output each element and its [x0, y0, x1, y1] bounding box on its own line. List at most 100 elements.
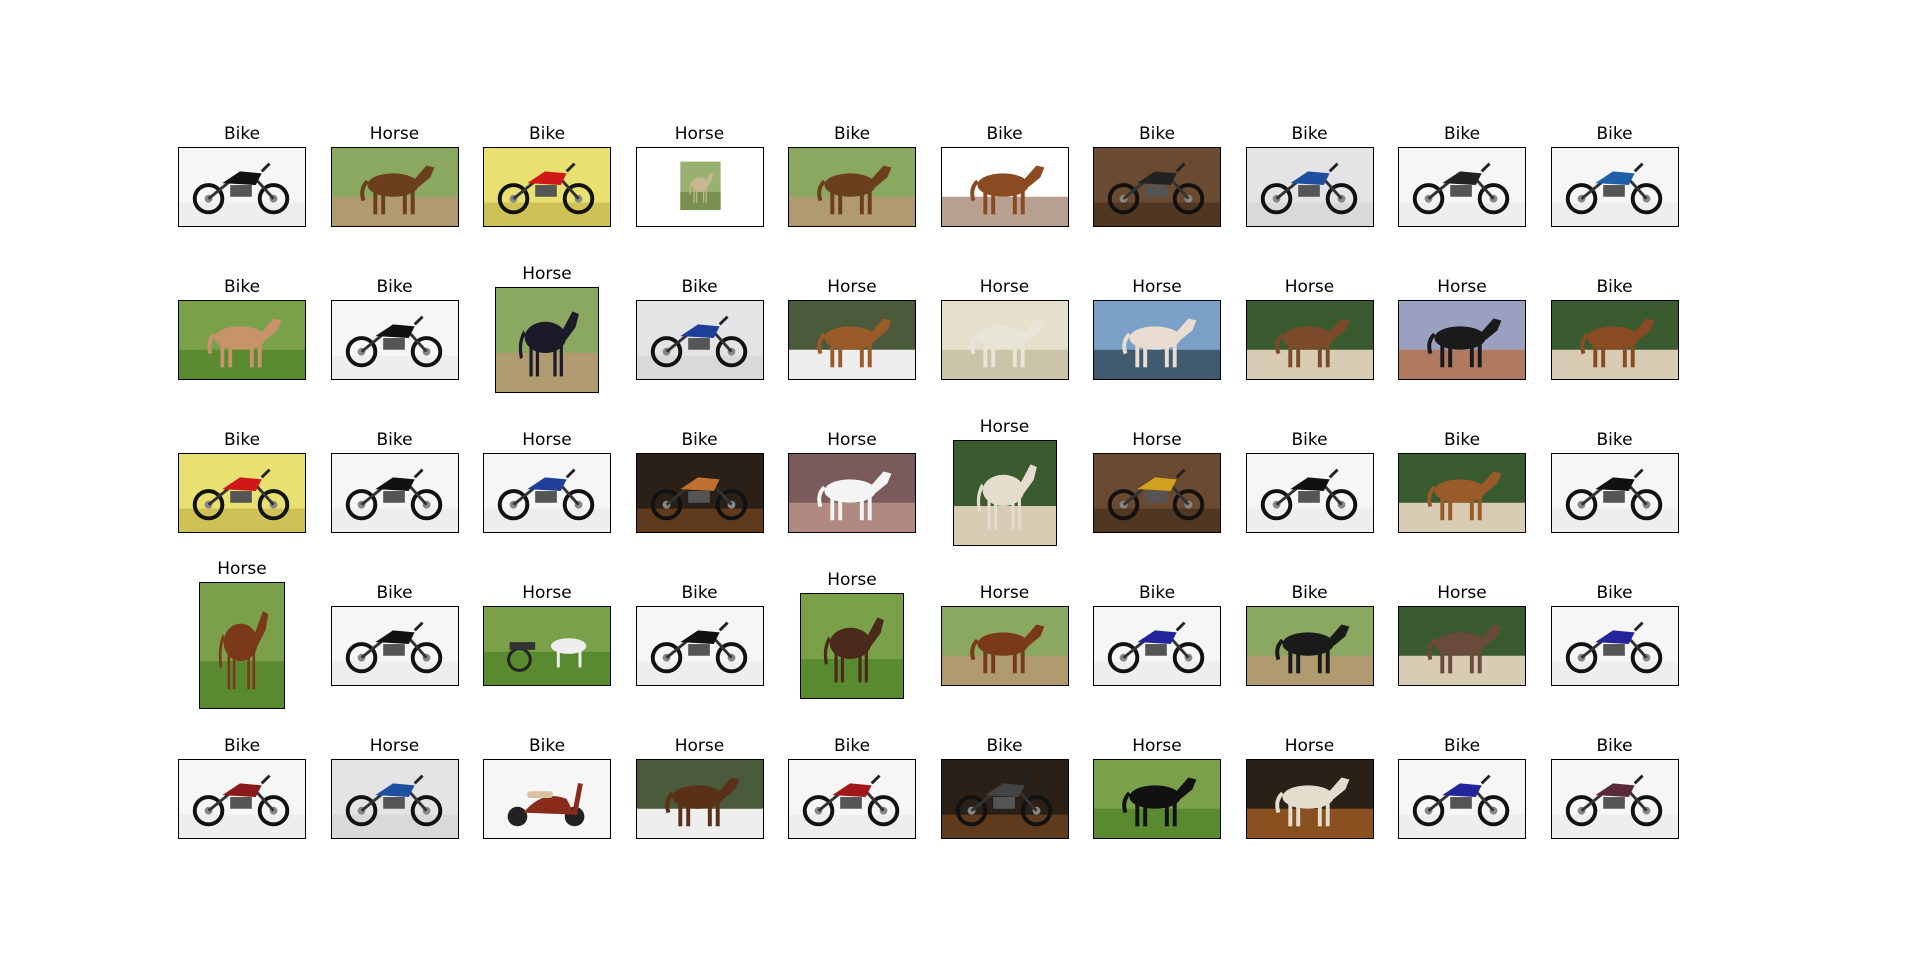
grid-cell: Bike [1387, 406, 1537, 556]
image-label: Horse [1132, 276, 1182, 297]
image-label: Bike [376, 429, 413, 450]
image-label: Bike [1596, 123, 1633, 144]
grid-cell: Horse [1387, 253, 1537, 403]
horse-thumbnail [788, 146, 916, 227]
horse-thumbnail [1398, 299, 1526, 380]
grid-cell: Bike [625, 406, 775, 556]
image-label: Horse [1437, 276, 1487, 297]
grid-cell: Bike [320, 559, 470, 709]
horse-thumbnail [1398, 605, 1526, 686]
bike-thumbnail [940, 758, 1069, 839]
horse-picture [789, 300, 915, 379]
bike-picture [1551, 453, 1678, 532]
scooter-thumbnail [483, 758, 611, 839]
grid-cell: Bike [320, 406, 470, 556]
horse-thumbnail [788, 452, 916, 533]
grid-cell: Bike [1387, 100, 1537, 250]
image-label: Bike [1291, 123, 1328, 144]
grid-cell: Horse [1082, 406, 1232, 556]
image-label: Bike [1138, 123, 1176, 144]
bike-picture [1551, 606, 1678, 685]
grid-cell: Bike [1540, 100, 1690, 250]
bike-thumbnail [1550, 452, 1679, 533]
bike-picture [1399, 759, 1525, 838]
bike-thumbnail [1550, 758, 1679, 839]
grid-cell: Horse [472, 253, 622, 403]
grid-cell: Bike [625, 559, 775, 709]
bike-thumbnail [483, 146, 611, 227]
image-label: Horse [1284, 735, 1335, 756]
horse-thumbnail [1245, 758, 1374, 839]
bike-picture [1246, 147, 1373, 226]
bike-picture [1094, 606, 1220, 685]
image-label: Bike [223, 123, 261, 144]
horse-picture [200, 583, 284, 708]
horse-picture [1399, 606, 1525, 685]
image-label: Bike [1596, 429, 1633, 450]
grid-cell: Bike [320, 253, 470, 403]
image-label: Horse [827, 276, 877, 297]
grid-cell: Horse [472, 559, 622, 709]
bike-thumbnail [178, 452, 306, 533]
horse-picture [789, 147, 915, 226]
bike-thumbnail [330, 452, 459, 533]
grid-cell: Bike [1235, 559, 1385, 709]
bike-thumbnail [330, 299, 459, 380]
grid-cell: Bike [472, 712, 622, 862]
image-label: Bike [376, 276, 413, 297]
horse-picture [1246, 606, 1373, 685]
horse-picture [1246, 300, 1373, 379]
bike-thumbnail [1093, 146, 1221, 227]
image-label: Horse [522, 263, 572, 284]
image-label: Horse [1437, 582, 1487, 603]
horse-thumbnail [330, 146, 459, 227]
grid-cell: Bike [625, 253, 775, 403]
horse-thumbnail [940, 299, 1069, 380]
image-label: Horse [979, 582, 1030, 603]
grid-cell: Bike [1540, 406, 1690, 556]
horse-picture [941, 147, 1068, 226]
image-label: Bike [833, 123, 871, 144]
grid-cell: Horse [930, 406, 1080, 556]
grid-cell: Bike [1082, 559, 1232, 709]
bike-picture [179, 759, 305, 838]
horse-thumbnail [635, 758, 764, 839]
grid-cell: Horse [930, 253, 1080, 403]
bike-picture [1246, 453, 1373, 532]
grid-cell: Bike [777, 100, 927, 250]
bike-thumbnail [1550, 605, 1679, 686]
bike-picture [1551, 147, 1678, 226]
horse-picture [636, 147, 763, 226]
bike-thumbnail [1245, 146, 1374, 227]
grid-cell: Horse [472, 406, 622, 556]
horse-thumbnail [635, 146, 764, 227]
horse-picture [1094, 759, 1220, 838]
bike-thumbnail [1550, 146, 1679, 227]
horse-thumbnail [495, 286, 599, 393]
grid-cell: Bike [1540, 559, 1690, 709]
grid-cell: Bike [777, 712, 927, 862]
bike-thumbnail [1398, 758, 1526, 839]
horse-picture [1399, 300, 1525, 379]
image-label: Bike [1596, 276, 1633, 297]
cart-thumbnail [483, 605, 611, 686]
image-label: Bike [1443, 429, 1481, 450]
horse-picture [941, 606, 1068, 685]
bike-picture [331, 300, 458, 379]
grid-cell: Horse [1082, 253, 1232, 403]
horse-thumbnail [940, 605, 1069, 686]
horse-picture [1551, 300, 1678, 379]
horse-thumbnail [1550, 299, 1679, 380]
bike-picture [1399, 147, 1525, 226]
image-label: Bike [528, 123, 566, 144]
grid-cell: Bike [1235, 406, 1385, 556]
bike-picture [331, 759, 458, 838]
bike-thumbnail [635, 299, 764, 380]
bike-picture [179, 147, 305, 226]
horse-thumbnail [1245, 605, 1374, 686]
horse-thumbnail [199, 582, 285, 709]
grid-cell: Bike [930, 712, 1080, 862]
image-label: Bike [1596, 582, 1633, 603]
cart-picture [484, 606, 610, 685]
grid-cell: Horse [777, 253, 927, 403]
